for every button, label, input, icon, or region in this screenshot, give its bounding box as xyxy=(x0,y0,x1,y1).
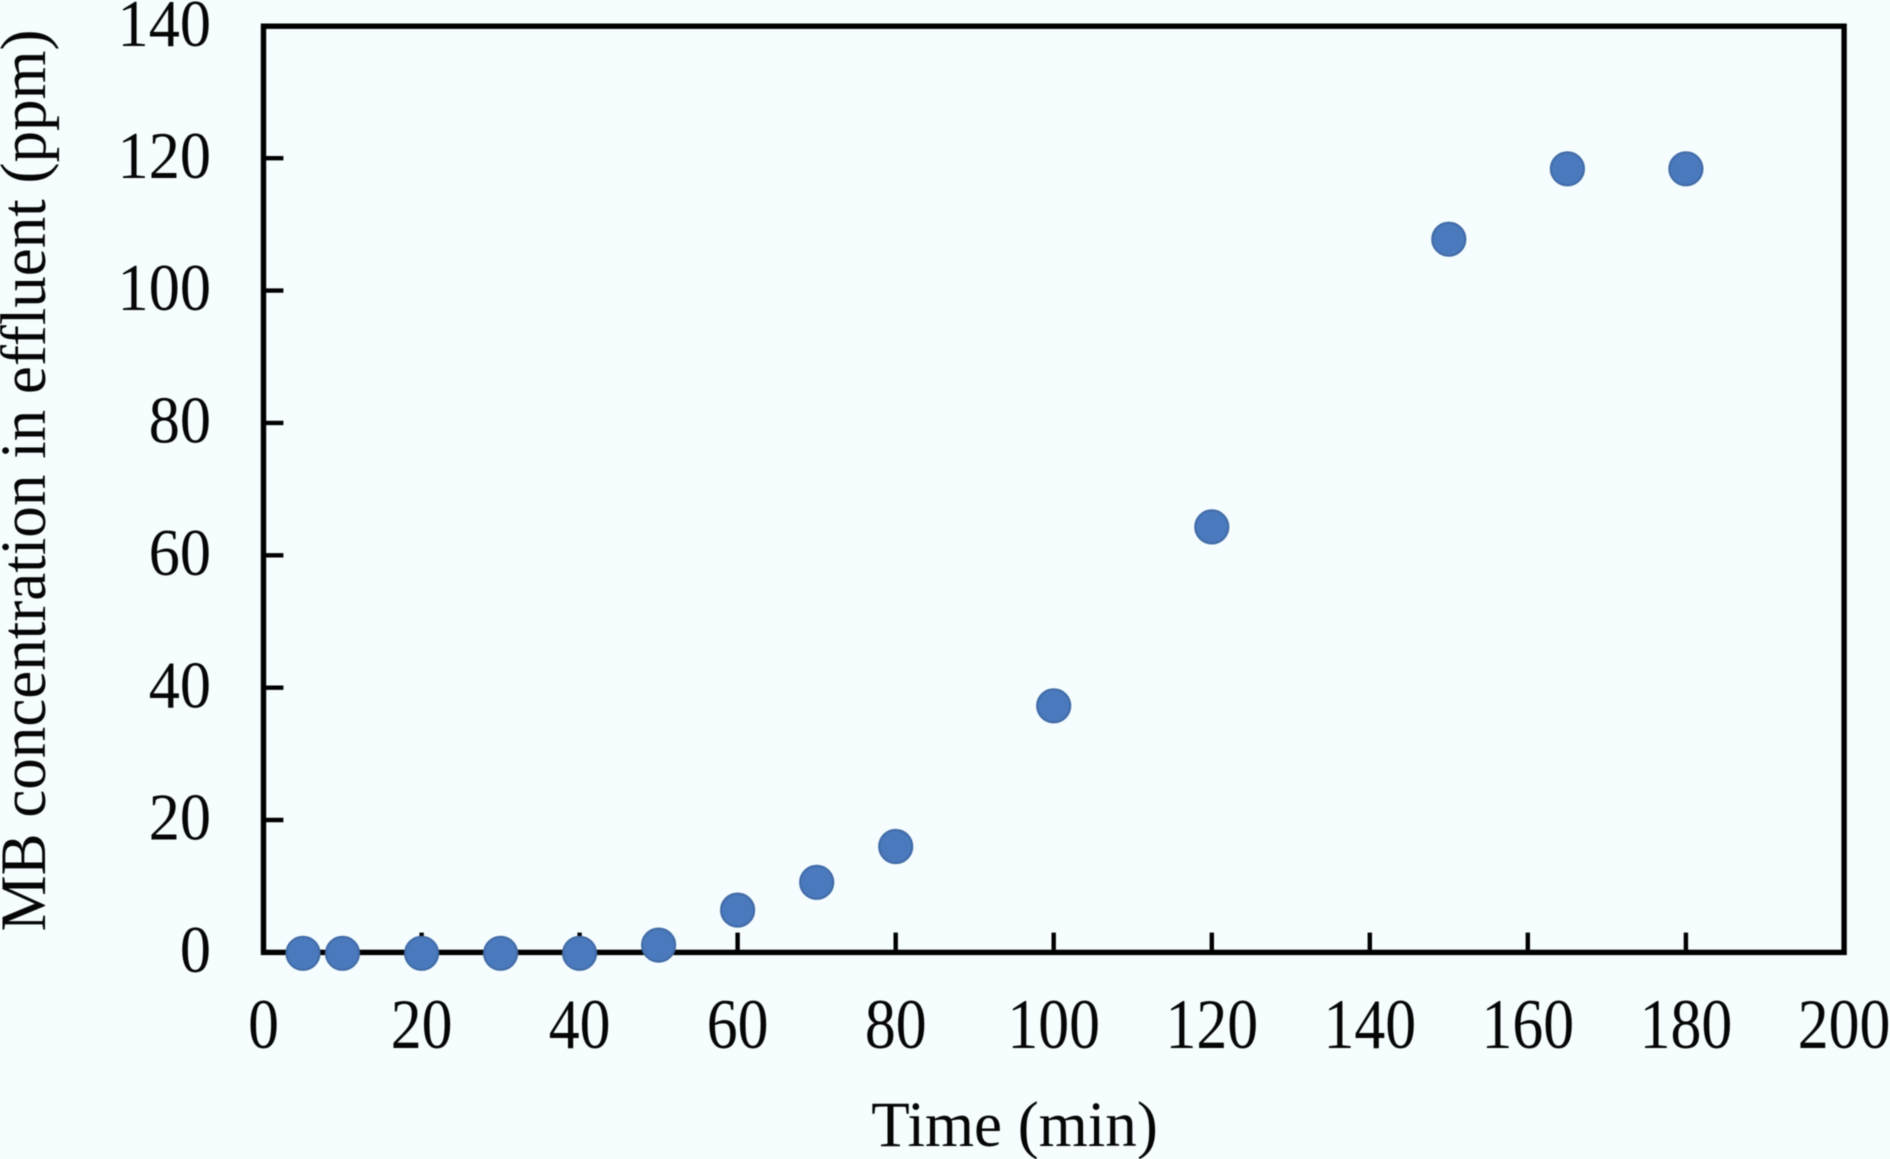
svg-text:40: 40 xyxy=(549,986,611,1064)
svg-text:20: 20 xyxy=(149,780,211,855)
svg-text:20: 20 xyxy=(391,986,453,1064)
svg-text:140: 140 xyxy=(118,0,211,60)
svg-text:120: 120 xyxy=(118,118,211,193)
svg-text:80: 80 xyxy=(865,986,927,1064)
svg-text:160: 160 xyxy=(1481,986,1574,1064)
svg-text:40: 40 xyxy=(149,647,211,722)
svg-text:80: 80 xyxy=(149,382,211,457)
svg-text:Time (min): Time (min) xyxy=(871,1088,1158,1159)
svg-text:120: 120 xyxy=(1165,986,1258,1064)
svg-text:0: 0 xyxy=(180,912,211,987)
svg-text:60: 60 xyxy=(149,515,211,590)
svg-text:MB concentration in effluent (: MB concentration in effluent (ppm) xyxy=(0,29,59,931)
svg-text:200: 200 xyxy=(1798,986,1890,1064)
svg-text:100: 100 xyxy=(118,250,211,325)
svg-text:180: 180 xyxy=(1640,986,1733,1064)
svg-text:140: 140 xyxy=(1323,986,1416,1064)
svg-text:100: 100 xyxy=(1007,986,1100,1064)
svg-text:60: 60 xyxy=(707,986,769,1064)
svg-text:0: 0 xyxy=(248,986,279,1064)
